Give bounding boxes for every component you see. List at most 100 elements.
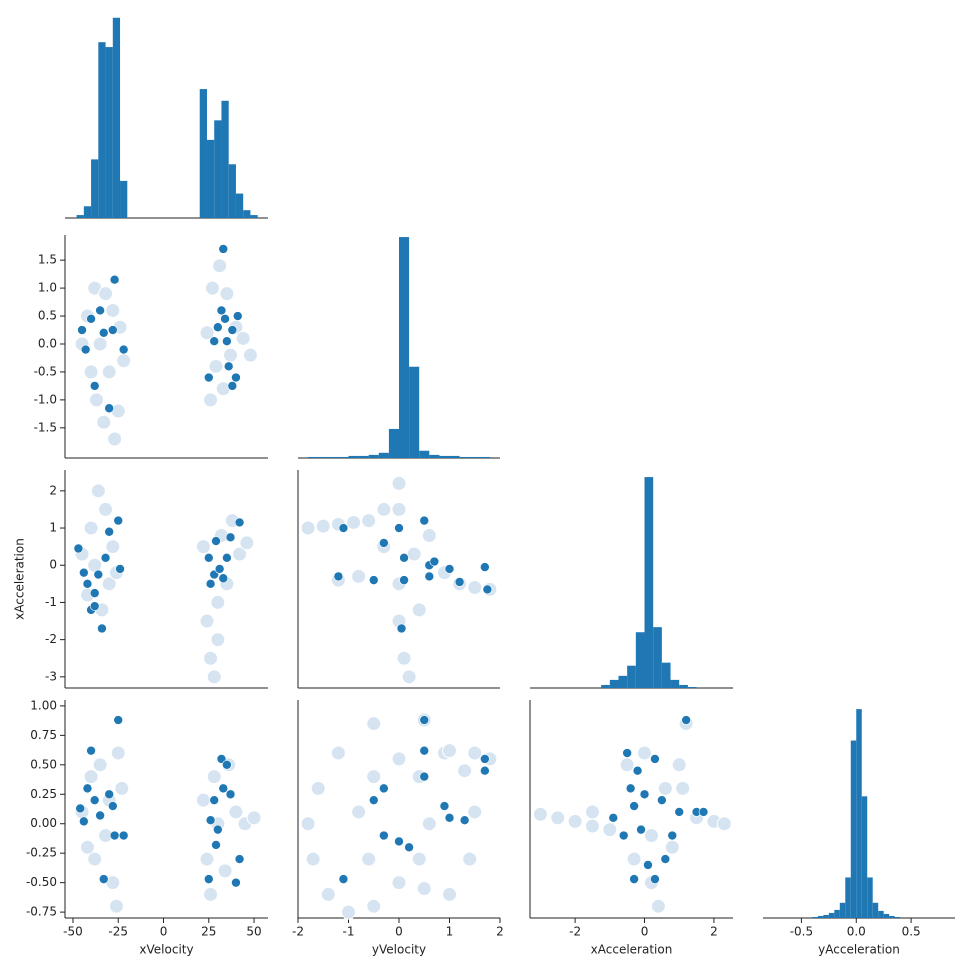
y-tick-label: 1: [49, 521, 57, 535]
cloud-point: [83, 364, 99, 380]
point: [482, 584, 493, 595]
cloud-point: [366, 716, 382, 732]
point: [419, 745, 430, 756]
hist-bar: [469, 456, 480, 458]
cloud-point: [366, 898, 382, 914]
hist-bar: [243, 210, 251, 218]
cloud-point: [199, 325, 215, 341]
x-tick-label: 50: [246, 925, 261, 939]
point: [104, 789, 114, 800]
cloud-point: [396, 650, 412, 666]
point: [205, 815, 216, 825]
x-tick-label: 0: [395, 925, 403, 939]
point: [622, 748, 632, 758]
hist-bar: [889, 915, 895, 918]
cloud-point: [195, 792, 211, 808]
point: [480, 562, 490, 572]
point: [209, 336, 220, 346]
point: [80, 344, 91, 355]
point: [218, 783, 229, 794]
point: [444, 564, 455, 574]
point: [698, 807, 709, 817]
point: [216, 305, 227, 316]
cloud-point: [361, 513, 377, 529]
cloud-point: [300, 520, 316, 536]
cloud-point: [341, 904, 356, 920]
point: [95, 305, 105, 316]
hist-bar: [856, 709, 862, 918]
hist-bar: [199, 89, 207, 219]
point: [115, 564, 125, 574]
hist-bar: [828, 912, 835, 918]
hist-bar: [206, 139, 215, 218]
point: [77, 325, 87, 335]
hist-bar: [358, 455, 369, 458]
hist-bar: [76, 215, 84, 218]
hist-bar: [318, 456, 329, 458]
point: [89, 381, 100, 391]
cloud-point: [206, 769, 222, 785]
cloud-point: [98, 286, 114, 302]
point: [211, 536, 221, 546]
point: [213, 322, 223, 333]
x-axis-label: yAcceleration: [818, 943, 900, 957]
y-tick-label: -0.5: [34, 364, 57, 378]
hist-bar: [429, 454, 440, 458]
hist-bar: [83, 206, 92, 218]
hist-bar: [644, 477, 654, 688]
hist-bar: [348, 455, 359, 458]
hist-bar: [609, 679, 619, 688]
point: [222, 760, 232, 770]
cloud-point: [391, 475, 407, 491]
cloud-point: [351, 568, 367, 584]
cloud-point: [462, 851, 478, 867]
x-tick-label: 25: [201, 925, 216, 939]
hist-bar: [479, 456, 490, 458]
point: [104, 403, 114, 414]
y-tick-label: -0.50: [26, 875, 57, 889]
cloud-point: [246, 810, 262, 826]
cloud-point: [98, 501, 114, 517]
cloud-point: [351, 804, 367, 820]
x-tick-label: 0.0: [847, 925, 866, 939]
cloud-point: [442, 743, 457, 759]
cloud-point: [376, 501, 392, 517]
point: [625, 783, 636, 794]
hist-bar: [120, 180, 128, 218]
point: [399, 552, 409, 563]
cloud-point: [101, 364, 117, 380]
x-tick-label: -2: [569, 925, 581, 939]
y-tick-label: -0.75: [26, 905, 57, 919]
hist-bar: [449, 455, 460, 458]
cloud-point: [83, 520, 99, 536]
y-axis-label: xAcceleration: [13, 538, 27, 620]
point: [211, 840, 221, 850]
hist-bar: [670, 679, 680, 688]
x-tick-label: -1: [343, 925, 355, 939]
cloud-point: [242, 347, 258, 363]
cloud-point: [320, 886, 336, 902]
hist-bar: [409, 366, 420, 458]
hist-bar: [627, 665, 636, 688]
point: [424, 571, 435, 582]
cloud-point: [467, 580, 483, 596]
point: [379, 830, 389, 841]
x-tick-label: -50: [63, 925, 83, 939]
x-tick-label: 0: [641, 925, 649, 939]
y-tick-label: 2: [49, 483, 57, 497]
point: [209, 795, 220, 805]
cloud-point: [401, 669, 417, 685]
point: [205, 579, 216, 589]
cloud-point: [203, 392, 219, 408]
hist-bar: [872, 902, 879, 918]
point: [234, 517, 245, 528]
point: [234, 854, 245, 864]
y-tick-label: -1.5: [34, 420, 57, 434]
point: [93, 569, 104, 580]
cloud-point: [89, 392, 105, 408]
point: [639, 789, 650, 800]
point: [218, 573, 229, 584]
cloud-point: [315, 518, 331, 534]
cloud-point: [108, 898, 124, 914]
point: [73, 543, 84, 554]
